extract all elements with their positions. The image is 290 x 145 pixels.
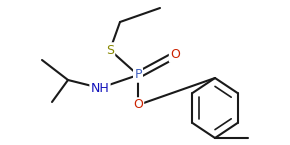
Text: P: P bbox=[134, 68, 142, 81]
Text: NH: NH bbox=[90, 81, 109, 95]
Text: O: O bbox=[133, 98, 143, 112]
Text: O: O bbox=[170, 48, 180, 61]
Text: S: S bbox=[106, 44, 114, 57]
